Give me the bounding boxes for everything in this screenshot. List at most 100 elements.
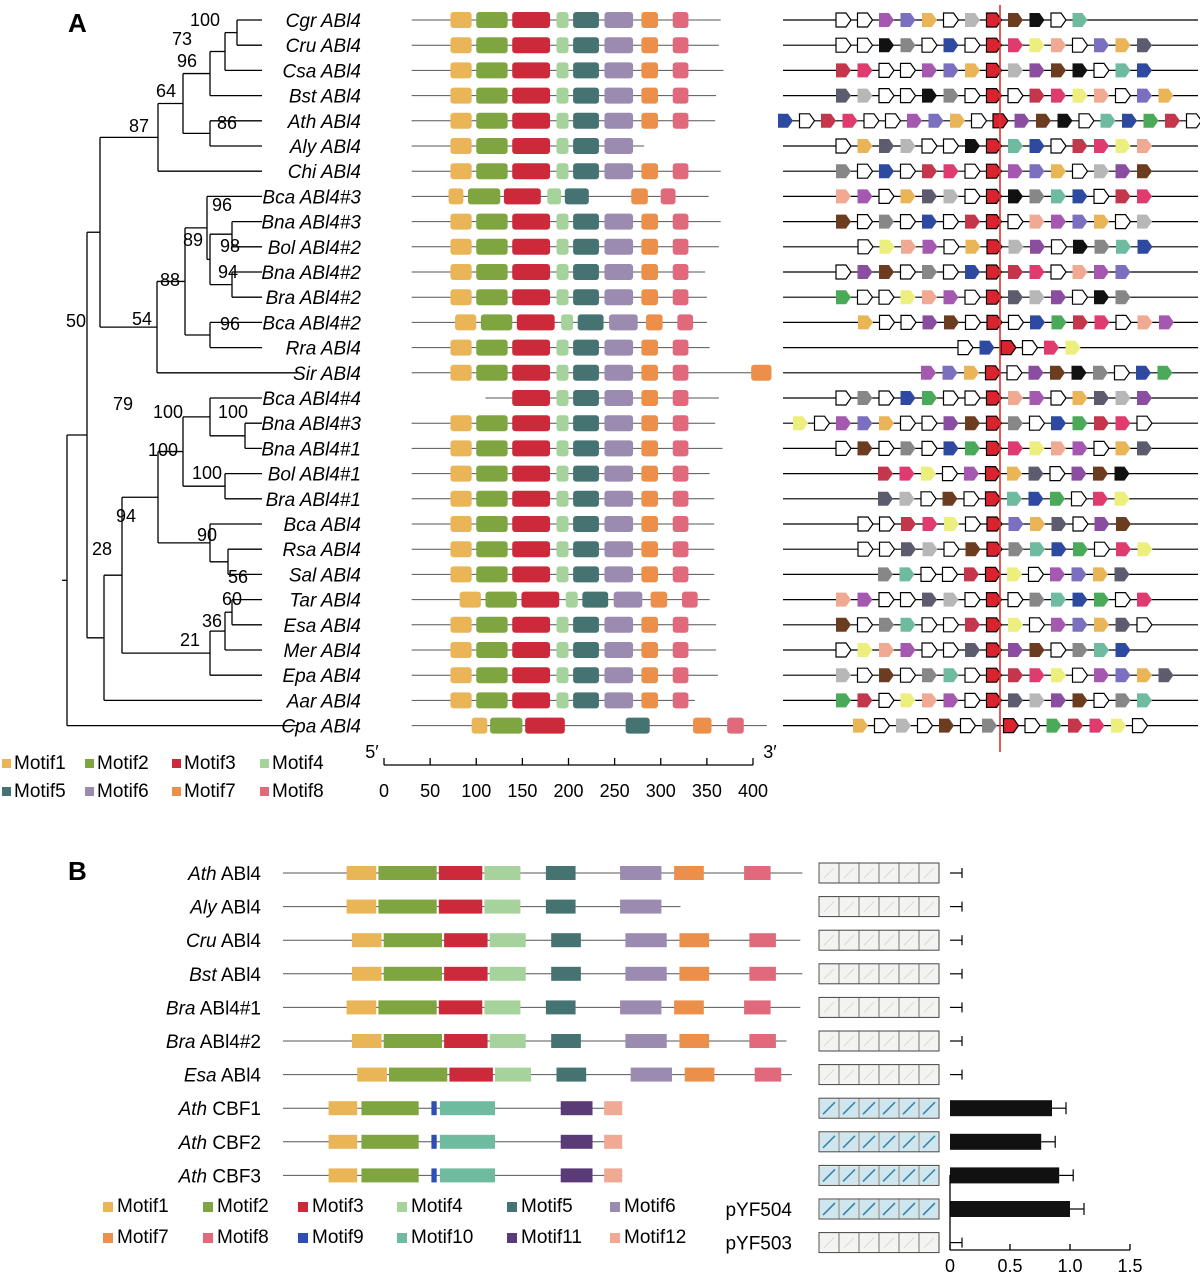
promoter-element [1008, 139, 1023, 153]
bootstrap-value: 21 [180, 630, 200, 650]
promoter-element [1070, 491, 1088, 507]
colony-streak [843, 1002, 855, 1013]
promoter-element [878, 592, 895, 608]
promoter-element [950, 113, 965, 128]
promoter-element [920, 491, 937, 507]
promoter-element [857, 541, 874, 557]
bootstrap-value: 36 [202, 611, 222, 631]
promoter-element [1072, 265, 1088, 279]
motif6-box [604, 642, 634, 658]
colony-streak [842, 1101, 856, 1115]
motif5-box [573, 692, 599, 709]
promoter-element [1051, 517, 1067, 531]
promoter-element [985, 592, 1003, 608]
gene-name: ABl4#2 [295, 313, 361, 334]
motif6-box [604, 339, 634, 356]
promoter-element [965, 239, 981, 254]
motif2-box [476, 112, 508, 129]
promoter-element [1137, 88, 1152, 103]
promoter-element [985, 642, 1003, 658]
promoter-element [1008, 668, 1023, 683]
promoter-element [964, 163, 981, 179]
promoter-element [856, 214, 874, 230]
axis-tick-label: 0 [945, 1256, 955, 1275]
colony-streak [923, 867, 935, 879]
motif6-swatch [610, 1202, 620, 1212]
promoter-element [1050, 138, 1067, 154]
promoter-element [1014, 113, 1030, 128]
protein-name: ABl4 [217, 898, 262, 919]
promoter-element [1136, 365, 1151, 380]
promoter-element [1094, 592, 1109, 607]
motif2-box [485, 591, 517, 608]
motif2-box [476, 163, 508, 180]
activity-bar [950, 1133, 1042, 1150]
promoter-element [878, 440, 895, 456]
promoter-element [942, 264, 960, 280]
legend-label: Motif5 [521, 1196, 573, 1217]
promoter-element [964, 567, 979, 582]
motif7-box [641, 264, 658, 280]
legend-label: Motif1 [14, 753, 66, 774]
promoter-element [964, 516, 982, 532]
promoter-element [900, 441, 916, 456]
promoter-element [1029, 693, 1045, 708]
colony-streak [883, 1237, 895, 1248]
bootstrap-value: 86 [217, 113, 237, 133]
species-name: Tar [290, 591, 317, 612]
legend-label: Motif2 [217, 1196, 269, 1217]
promoter-element [921, 37, 938, 53]
species-name: Esa [284, 616, 317, 637]
motif8-box [672, 112, 689, 129]
promoter-element [1057, 113, 1073, 128]
legend-label: Motif2 [97, 753, 149, 774]
promoter-element [964, 365, 979, 380]
motif1-box [346, 866, 377, 880]
promoter-element [1008, 189, 1023, 204]
motif5-box [551, 933, 581, 948]
motif3-box [512, 465, 551, 482]
promoter-element [1008, 441, 1023, 456]
colony-streak [922, 1135, 936, 1149]
colony-streak [923, 968, 935, 980]
legend-label: Motif9 [312, 1227, 364, 1248]
motif4-box [484, 1000, 521, 1015]
species-name: Cpa [281, 717, 316, 738]
row-label: pYF504 [725, 1200, 792, 1221]
promoter-element [878, 491, 893, 506]
motif6-box [604, 87, 634, 104]
promoter-element [1093, 491, 1108, 506]
colony-streak [862, 1168, 876, 1182]
promoter-element [1116, 517, 1131, 531]
motif6-box [604, 440, 634, 457]
gene-name: ABl4#1 [295, 439, 361, 460]
species-label: Aar ABl4 [286, 691, 361, 712]
promoter-element [1137, 391, 1152, 405]
promoter-element [1029, 139, 1045, 153]
promoter-element [1115, 693, 1131, 708]
species-name: Cru [286, 36, 317, 57]
motif1-swatch [2, 759, 11, 768]
motif1-box [357, 1067, 387, 1082]
activity-bar [950, 1167, 1060, 1184]
motif4-box [556, 465, 569, 482]
axis-tick-label: 350 [692, 781, 722, 801]
motif2-box [476, 566, 508, 583]
gene-name: ABl4#2 [295, 263, 361, 284]
species-name: Esa [184, 1066, 217, 1087]
motif3-swatch [172, 759, 181, 768]
promoter-element [1072, 63, 1088, 78]
motif1-box [450, 37, 472, 54]
promoter-element [1137, 441, 1152, 456]
motif10-box [439, 1134, 495, 1149]
promoter-element [943, 416, 959, 431]
promoter-element [943, 164, 959, 179]
promoter-element [1036, 113, 1051, 128]
colony-streak [823, 1069, 835, 1080]
gene-name: ABl4 [316, 162, 361, 183]
promoter-element [1008, 391, 1023, 405]
motif8-box [672, 541, 689, 558]
three-prime-label: 3′ [763, 742, 777, 762]
motif5-box [573, 642, 599, 658]
promoter-element [921, 440, 938, 456]
